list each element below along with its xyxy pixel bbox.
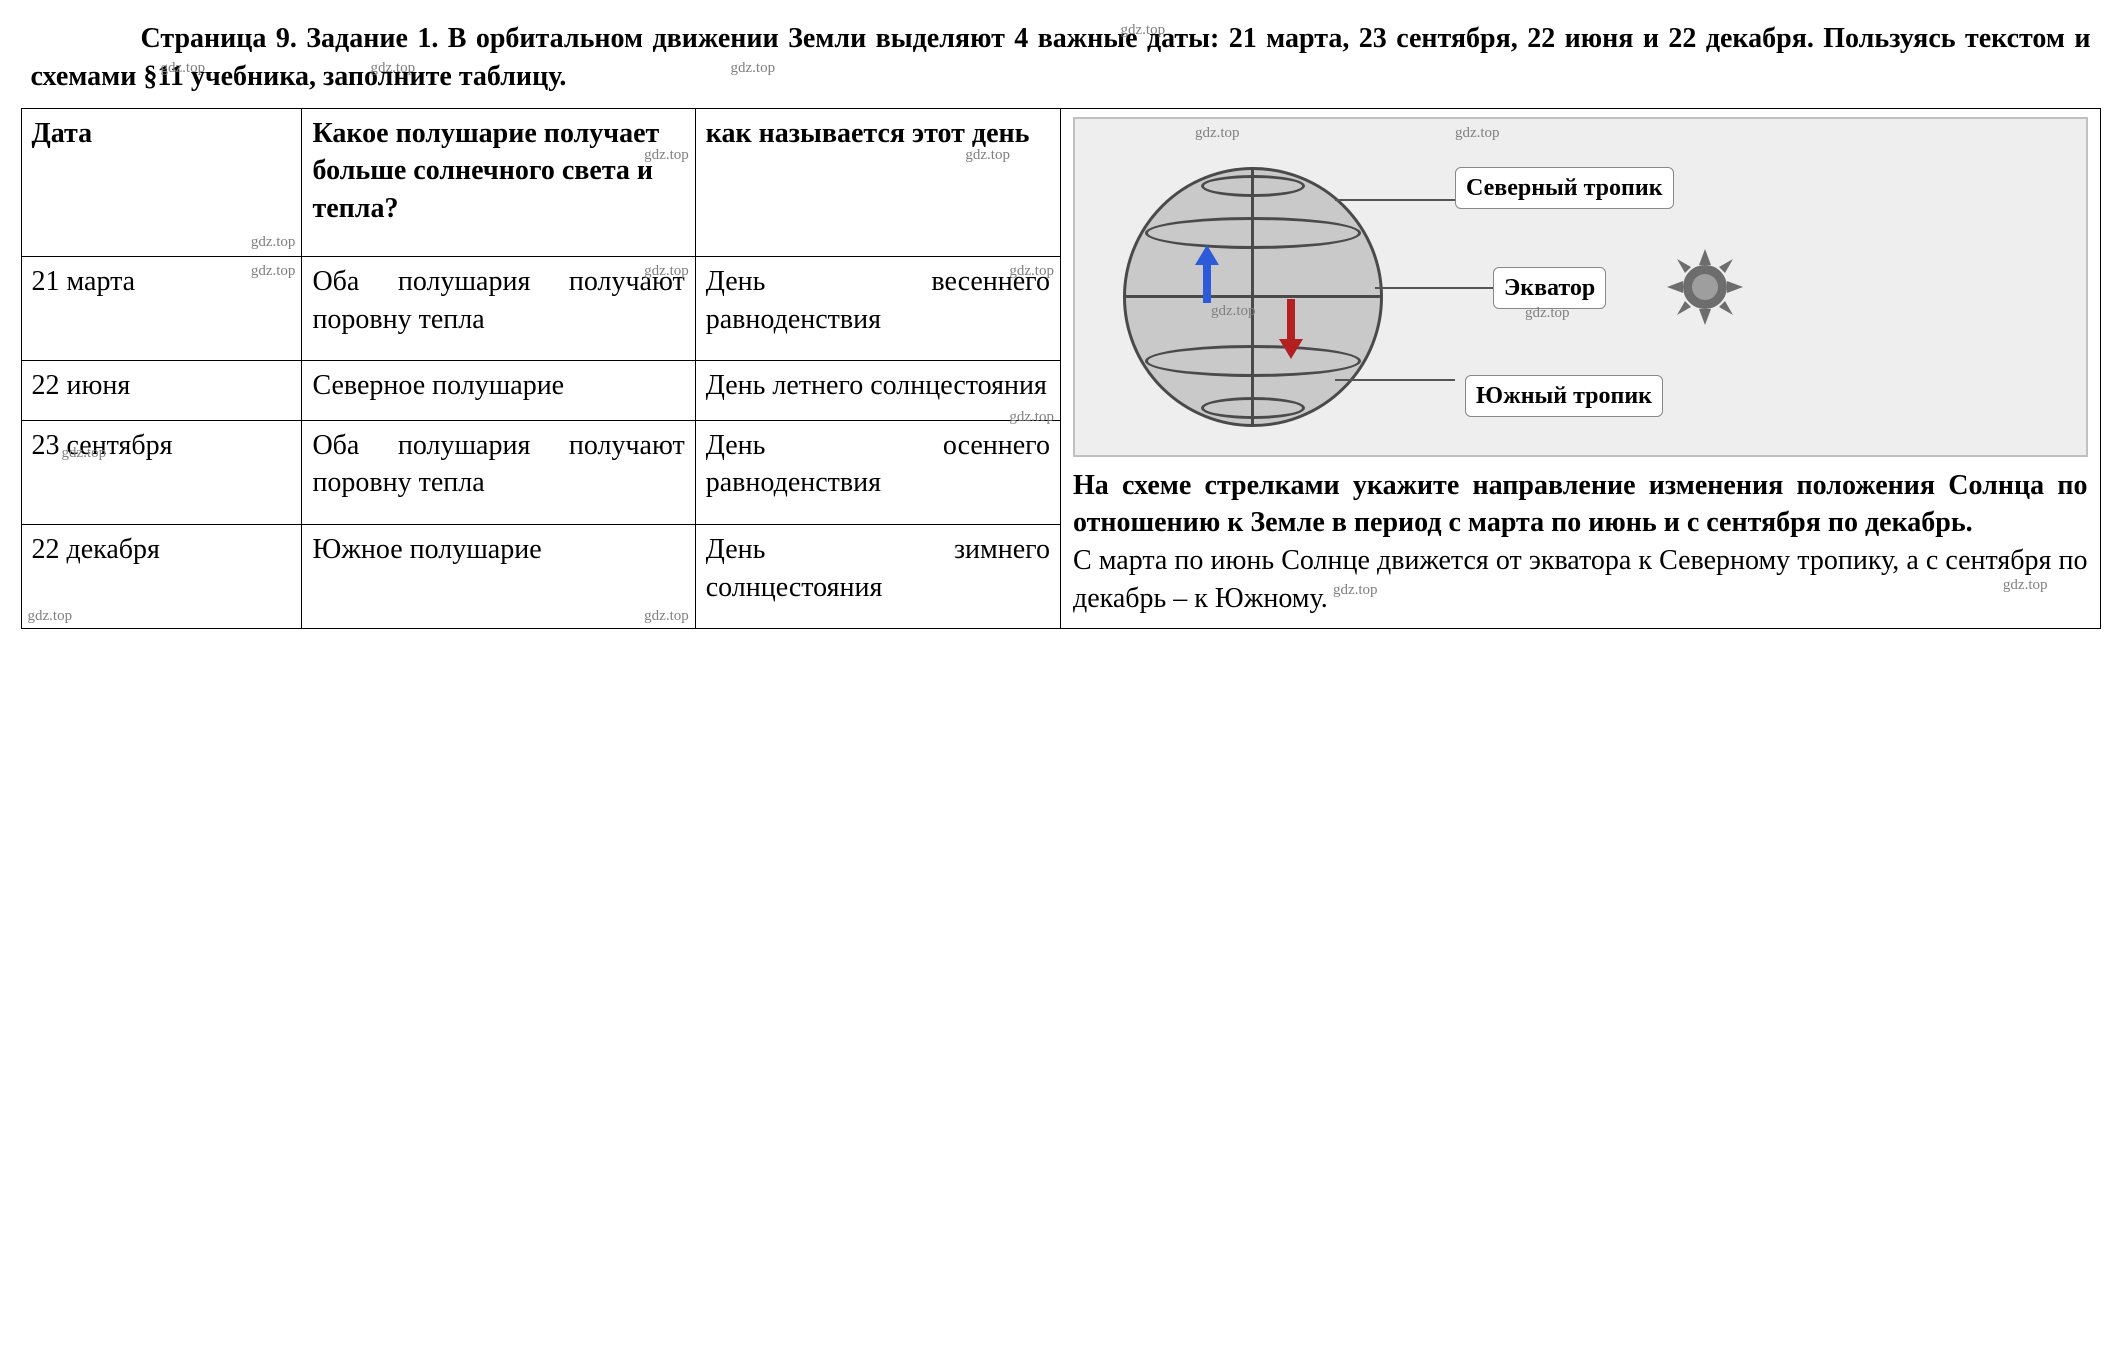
- cell-date: 22 июня: [21, 361, 302, 421]
- watermark: gdz.top: [28, 606, 73, 626]
- cell-dayname: День зимнего солнцестояния: [695, 524, 1060, 628]
- cell-hemisphere: Южное полушарие gdz.top: [302, 524, 695, 628]
- cell-dayname-text: День весеннего равноденствия: [706, 266, 1050, 335]
- cell-dayname: День осеннего равноденствия: [695, 420, 1060, 524]
- globe-diagram: gdz.top gdz.top: [1073, 117, 2088, 457]
- watermark: gdz.top: [644, 606, 689, 626]
- globe: gdz.top: [1123, 167, 1383, 427]
- cell-date: 22 декабря gdz.top: [21, 524, 302, 628]
- watermark: gdz.top: [621, 58, 776, 78]
- watermark: gdz.top: [251, 261, 296, 281]
- instruction-plain: С марта по июнь Солнце движется от экват…: [1073, 542, 2088, 618]
- leader-north: [1335, 199, 1455, 201]
- leader-south: [1335, 379, 1455, 381]
- cell-date-text: 23 сентября: [32, 430, 173, 461]
- cell-date: 21 марта gdz.top: [21, 257, 302, 361]
- instruction-bold-text: На схеме стрелками укажите направление и…: [1073, 470, 2088, 539]
- leader-equator: [1375, 287, 1495, 289]
- cell-hemisphere: Оба полушария получают поровну тепла: [302, 420, 695, 524]
- header-dayname: как называется этот день gdz.top: [695, 108, 1060, 256]
- instruction-bold: На схеме стрелками укажите направление и…: [1073, 467, 2088, 543]
- header-dayname-text: как называется этот день: [706, 118, 1030, 149]
- title-text: Страница 9. Задание 1. В орбитальном дви…: [31, 23, 2091, 92]
- cell-hemisphere: Оба полушария получают поровну тепла gdz…: [302, 257, 695, 361]
- watermark: gdz.top: [251, 232, 296, 252]
- cell-dayname-text: День летнего солнцестояния: [706, 370, 1047, 401]
- header-date: Дата gdz.top: [21, 108, 302, 256]
- label-north-tropic: Северный тропик: [1455, 167, 1674, 209]
- watermark: gdz.top: [1195, 123, 1240, 143]
- cell-dayname: День весеннего равноденствия gdz.top: [695, 257, 1060, 361]
- main-table: Дата gdz.top Какое полушарие получает бо…: [21, 108, 2101, 629]
- cell-hemisphere-text: Южное полушарие: [312, 534, 541, 565]
- cell-date-text: 22 декабря: [32, 534, 160, 565]
- cell-hemisphere: Северное полушарие: [302, 361, 695, 421]
- header-hemisphere-text: Какое полушарие получает больше солнечно…: [312, 118, 659, 225]
- watermark: gdz.top: [1455, 123, 1500, 143]
- cell-dayname: День летнего солнцестояния gdz.top: [695, 361, 1060, 421]
- watermark: gdz.top: [1333, 580, 1378, 600]
- sun-icon: [1665, 247, 1745, 327]
- label-equator: Экватор: [1493, 267, 1606, 309]
- header-date-text: Дата: [32, 118, 93, 149]
- right-panel: gdz.top gdz.top: [1060, 108, 2100, 628]
- cell-date-text: 21 марта: [32, 266, 136, 297]
- header-hemisphere: Какое полушарие получает больше солнечно…: [302, 108, 695, 256]
- task-title: Страница 9. Задание 1. В орбитальном дви…: [31, 20, 2091, 96]
- cell-date: 23 сентября gdz.top: [21, 420, 302, 524]
- instruction-plain-text: С марта по июнь Солнце движется от экват…: [1073, 545, 2088, 614]
- globe-axis: [1251, 167, 1254, 427]
- cell-hemisphere-text: Оба полушария получают поровну тепла: [312, 266, 684, 335]
- label-south-tropic: Южный тропик: [1465, 375, 1663, 417]
